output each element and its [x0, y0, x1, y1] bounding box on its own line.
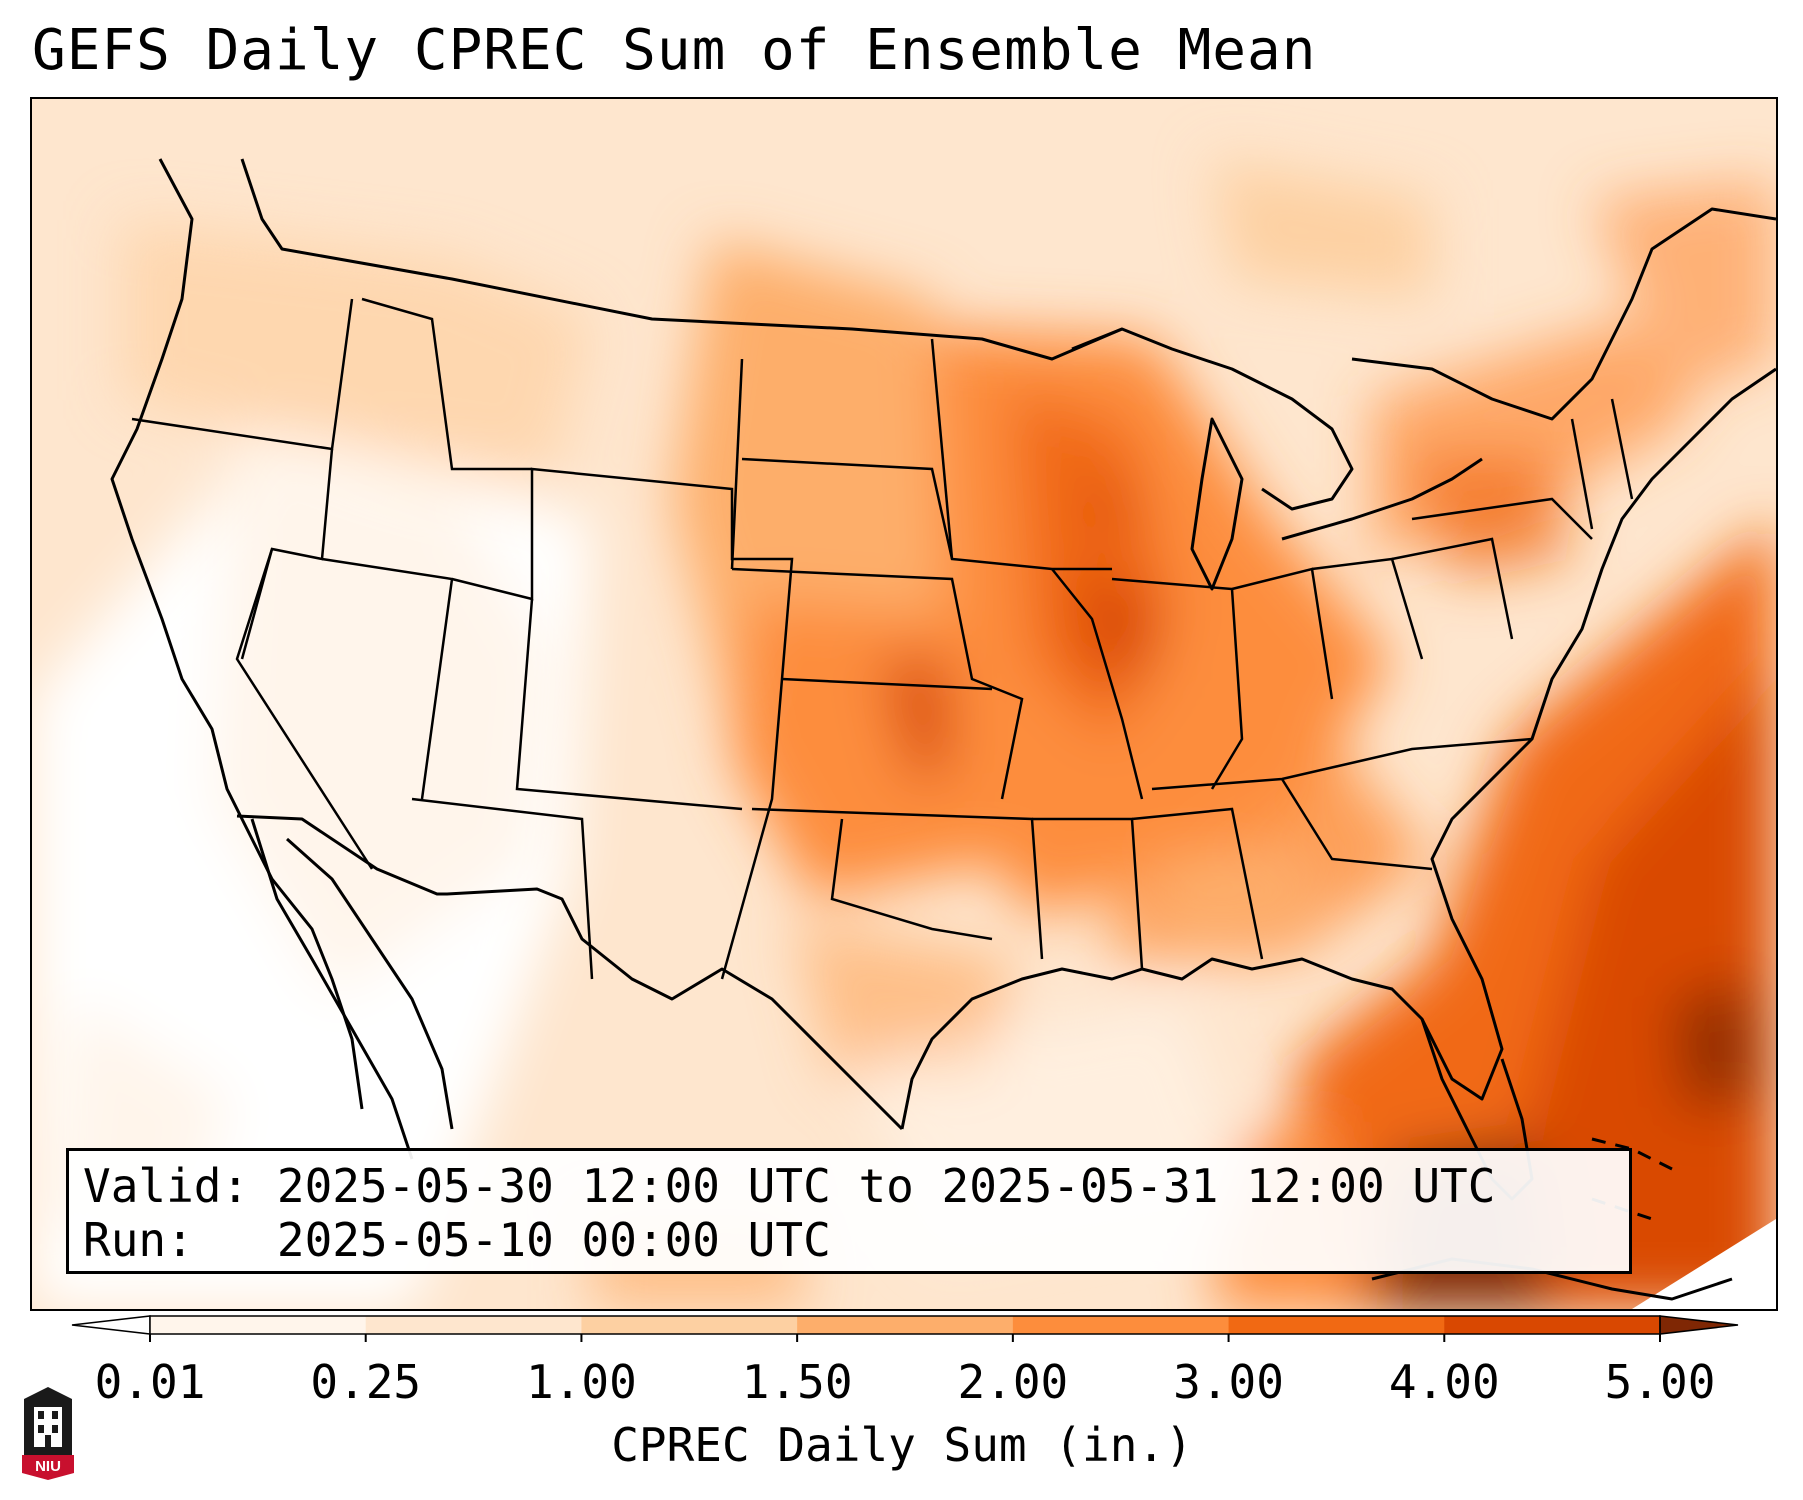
valid-label: Valid:	[83, 1159, 250, 1213]
colorbar-segment	[1444, 1316, 1661, 1334]
niu-logo: NIU	[22, 1387, 74, 1480]
colorbar-tick-label: 1.50	[741, 1355, 853, 1409]
colorbar-tick-label: 3.00	[1173, 1355, 1284, 1409]
colorbar-outline	[149, 1315, 1661, 1335]
state-borders	[131, 297, 1634, 980]
colorbar-segment	[797, 1316, 1014, 1334]
svg-text:NIU: NIU	[35, 1458, 61, 1475]
run-label: Run:	[83, 1213, 194, 1267]
domain-edge	[1632, 1219, 1776, 1309]
valid-value: 2025-05-30 12:00 UTC to 2025-05-31 12:00…	[276, 1159, 1496, 1213]
run-row: Run: 2025-05-10 00:00 UTC	[83, 1213, 1615, 1267]
colorbar-tick-label: 0.25	[310, 1355, 422, 1409]
colorbar-segment	[581, 1316, 798, 1334]
colorbar-segment	[1228, 1316, 1445, 1334]
colorbar-tick-label: 5.00	[1604, 1355, 1716, 1409]
validity-info-box: Valid: 2025-05-30 12:00 UTC to 2025-05-3…	[66, 1148, 1632, 1274]
colorbar-tick-label: 0.01	[94, 1355, 206, 1409]
coastlines	[110, 158, 1776, 1301]
colorbar	[71, 1315, 1739, 1342]
colorbar-label: CPREC Daily Sum (in.)	[611, 1418, 1193, 1472]
colorbar-under-arrow	[71, 1315, 151, 1335]
colorbar-tick-label: 1.00	[526, 1355, 637, 1409]
colorbar-tick-label: 4.00	[1388, 1355, 1500, 1409]
run-value: 2025-05-10 00:00 UTC	[276, 1213, 831, 1267]
colorbar-segment	[150, 1316, 367, 1334]
map-title: GEFS Daily CPREC Sum of Ensemble Mean	[32, 18, 1317, 83]
precipitation-map	[30, 97, 1778, 1311]
colorbar-over-arrow	[1659, 1315, 1739, 1335]
colorbar-tick-label: 2.00	[957, 1355, 1069, 1409]
colorbar-segment	[365, 1316, 582, 1334]
valid-row: Valid: 2025-05-30 12:00 UTC to 2025-05-3…	[83, 1159, 1615, 1213]
colorbar-segment	[1012, 1316, 1230, 1334]
